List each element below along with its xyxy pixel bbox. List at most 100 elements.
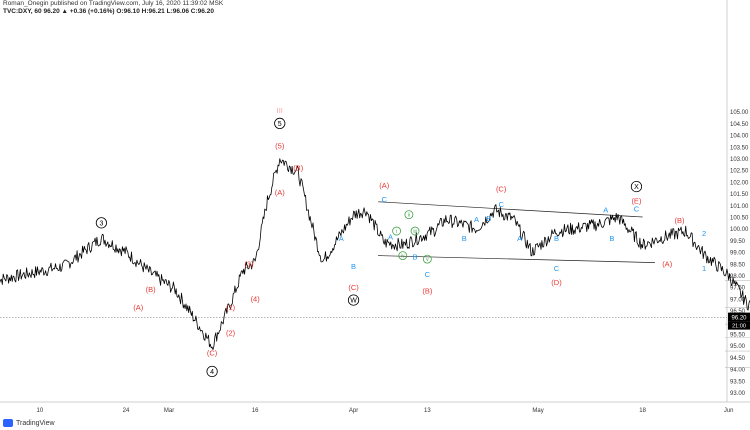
wave-label: III (277, 106, 283, 115)
wave-label: W (350, 298, 357, 305)
price-axis-label: 93.50 (730, 379, 746, 385)
price-axis-label: 102.00 (730, 180, 749, 186)
wave-circle-marker (392, 226, 402, 236)
wave-label: v (426, 257, 429, 263)
time-axis-label: Apr (349, 408, 358, 414)
price-axis-label: 101.50 (730, 192, 749, 198)
wave-label: (D) (551, 278, 562, 287)
wave-label: i (396, 229, 397, 235)
wave-label: iv (401, 253, 405, 259)
price-axis-label: 97.00 (730, 297, 746, 303)
price-axis-label: 99.00 (730, 251, 746, 257)
wave-label: (3) (244, 260, 254, 269)
time-axis-label: May (532, 408, 543, 414)
chart-header: Roman_Onegin published on TradingView.co… (3, 0, 603, 16)
wave-label: B (351, 262, 356, 271)
price-axis-label: 97.50 (730, 286, 746, 292)
publisher-line: Roman_Onegin published on TradingView.co… (3, 0, 224, 7)
wave-label: (A) (662, 260, 673, 269)
countdown-badge-bg (728, 321, 750, 330)
price-axis-label: 98.00 (730, 274, 746, 280)
price-axis-label: 94.50 (730, 356, 746, 362)
wave-label: (C) (207, 348, 218, 357)
wave-label: (A) (133, 303, 144, 312)
wave-label: C (554, 264, 560, 273)
wave-circle-marker (630, 180, 643, 193)
time-axis-label: 16 (252, 408, 259, 414)
current-price-badge: 96.20 21:00 (728, 312, 750, 330)
wave-circle-marker (274, 117, 286, 130)
wave-label: (4) (251, 295, 261, 304)
wave-label: 5 (278, 121, 282, 128)
wave-label: X (634, 184, 639, 191)
wave-label: 1 (702, 264, 706, 273)
wave-label: (B) (146, 285, 157, 294)
wave-label: C (498, 200, 504, 209)
wave-circle-marker (404, 210, 414, 220)
tradingview-brand: TradingView (16, 419, 55, 427)
wave-label: (C) (348, 283, 359, 292)
tradingview-footer[interactable]: TradingView (3, 418, 55, 428)
tradingview-logo-icon (3, 419, 13, 427)
wave-label: C (634, 205, 640, 214)
price-axis-label: 101.00 (730, 204, 749, 210)
channel-line (378, 201, 643, 218)
price-axis-label: 105.00 (730, 110, 749, 116)
time-axis-label: 10 (37, 408, 44, 414)
price-axis-label: 95.50 (730, 333, 746, 339)
wave-label: ii (408, 212, 410, 218)
price-axis-label: 100.50 (730, 216, 749, 222)
time-axis-label: Jun (724, 408, 734, 414)
price-axis-label: 102.50 (730, 169, 749, 175)
price-axis-label: 103.50 (730, 145, 749, 151)
wave-label: A (388, 233, 393, 242)
wave-circle-marker (410, 226, 420, 236)
price-axis-label: 104.00 (730, 134, 749, 140)
wave-label: 4 (210, 369, 214, 376)
wave-circle-marker (95, 217, 108, 229)
wave-label: A (517, 234, 522, 243)
countdown-value: 21:00 (732, 324, 746, 330)
wave-label: (B) (293, 164, 304, 173)
price-axis-label: 96.50 (730, 309, 746, 315)
price-axis-label: 93.00 (730, 391, 746, 397)
price-series-line (0, 158, 750, 351)
price-axis-label: 98.50 (730, 262, 746, 268)
time-axis-label: 18 (639, 408, 646, 414)
time-axis-label: 13 (424, 408, 431, 414)
symbol-line: TVC:DXY, 60 96.20 ▲ +0.36 (+0.16%) O:96.… (3, 7, 214, 15)
wave-label: B (554, 234, 559, 243)
current-price-badge-bg (728, 312, 750, 322)
wave-label: (2) (226, 329, 236, 338)
wave-label: 2 (702, 229, 706, 238)
wave-label: A (474, 215, 479, 224)
wave-circle-marker (206, 365, 218, 378)
price-axis-label: 94.00 (730, 368, 746, 374)
price-axis-label: 99.50 (730, 239, 746, 245)
wave-label: C (382, 195, 388, 204)
wave-label: B (413, 252, 418, 261)
wave-label: B (609, 234, 614, 243)
wave-label: (E) (631, 196, 642, 205)
wave-circle-marker (422, 254, 432, 264)
wave-label: C (425, 270, 431, 279)
price-axis-label: 95.00 (730, 344, 746, 350)
wave-label: 3 (99, 220, 103, 227)
wave-label: B (486, 214, 491, 223)
wave-label: (B) (422, 286, 433, 295)
price-axis-label: 104.50 (730, 122, 749, 128)
price-axis-label: 100.00 (730, 227, 749, 233)
wave-label: (B) (675, 216, 686, 225)
time-axis-label: 24 (123, 408, 130, 414)
wave-label: (1) (226, 303, 236, 312)
wave-label: iii (413, 229, 416, 235)
wave-label: A (339, 234, 344, 243)
wave-label: (A) (275, 188, 286, 197)
time-axis-label: Mar (164, 408, 174, 414)
price-axis-label: 103.00 (730, 157, 749, 163)
wave-label: (C) (496, 185, 507, 194)
wave-label: B (462, 234, 467, 243)
wave-label: A (603, 206, 608, 215)
